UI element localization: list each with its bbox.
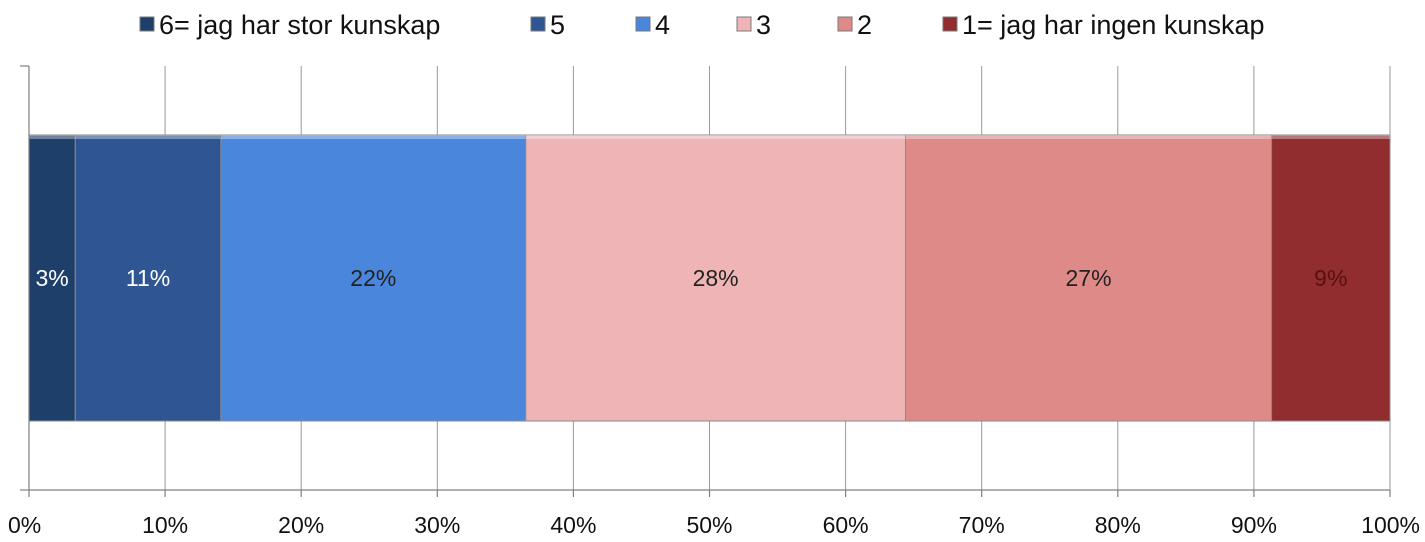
bar-segment-highlight xyxy=(75,135,221,139)
x-tick-label: 80% xyxy=(1095,512,1141,538)
legend-swatch xyxy=(635,16,651,32)
x-tick-label: 10% xyxy=(142,512,188,538)
axes xyxy=(20,65,1391,497)
data-label: 9% xyxy=(1314,265,1347,291)
x-tick-label: 60% xyxy=(823,512,869,538)
legend-label: 2 xyxy=(857,10,872,40)
x-tick-label: 20% xyxy=(278,512,324,538)
bar-segment-highlight xyxy=(525,135,906,139)
legend-item: 2 xyxy=(837,10,872,40)
legend-label: 3 xyxy=(756,10,771,40)
plot-area: 3% 11% 22% 28% 27% 9% 0% 10% 20% 30% 40% 50% 60% 70%… xyxy=(8,65,1420,538)
data-label: 3% xyxy=(36,265,69,291)
legend-item: 1= jag har ingen kunskap xyxy=(942,10,1264,40)
bar-segment-highlight xyxy=(1271,135,1390,139)
legend-label: 4 xyxy=(655,10,670,40)
legend-item: 5 xyxy=(530,10,565,40)
legend-item: 6= jag har stor kunskap xyxy=(139,10,440,40)
x-tick-label: 0% xyxy=(8,512,41,538)
x-tick-label: 40% xyxy=(550,512,596,538)
bar-segment-2 xyxy=(74,134,222,422)
bar-segment-4 xyxy=(525,134,906,422)
x-tick-label: 30% xyxy=(414,512,460,538)
legend-label: 5 xyxy=(550,10,565,40)
legend-swatch xyxy=(530,16,546,32)
bar-segment-6 xyxy=(1271,134,1391,422)
data-label: 28% xyxy=(693,265,739,291)
legend-swatch xyxy=(139,16,155,32)
x-axis-tick-labels: 0% 10% 20% 30% 40% 50% 60% 70% 80% 90% 100% xyxy=(8,512,1420,538)
data-label: 22% xyxy=(350,265,396,291)
legend-swatch xyxy=(942,16,958,32)
data-label: 27% xyxy=(1066,265,1112,291)
bar-segment-highlight xyxy=(29,135,76,139)
bar-segment-highlight xyxy=(905,135,1272,139)
bar-segment-3 xyxy=(220,134,527,422)
legend-label: 6= jag har stor kunskap xyxy=(159,10,440,40)
data-label: 11% xyxy=(126,265,170,291)
x-tick-label: 50% xyxy=(686,512,732,538)
legend-swatch xyxy=(736,16,752,32)
x-tick-label: 70% xyxy=(959,512,1005,538)
legend-label: 1= jag har ingen kunskap xyxy=(962,10,1264,40)
legend-swatch xyxy=(837,16,853,32)
legend-item: 4 xyxy=(635,10,670,40)
bar-segment-5 xyxy=(904,134,1273,422)
bar-segment-1 xyxy=(28,134,76,422)
x-tick-label: 100% xyxy=(1361,512,1420,538)
x-tick-label: 90% xyxy=(1231,512,1277,538)
legend: 6= jag har stor kunskap 5 4 3 2 1= jag har in… xyxy=(139,10,1264,40)
bar-segment-highlight xyxy=(220,135,526,139)
bar-segments: 3% 11% 22% 28% 27% 9% xyxy=(28,134,1391,422)
legend-item: 3 xyxy=(736,10,771,40)
